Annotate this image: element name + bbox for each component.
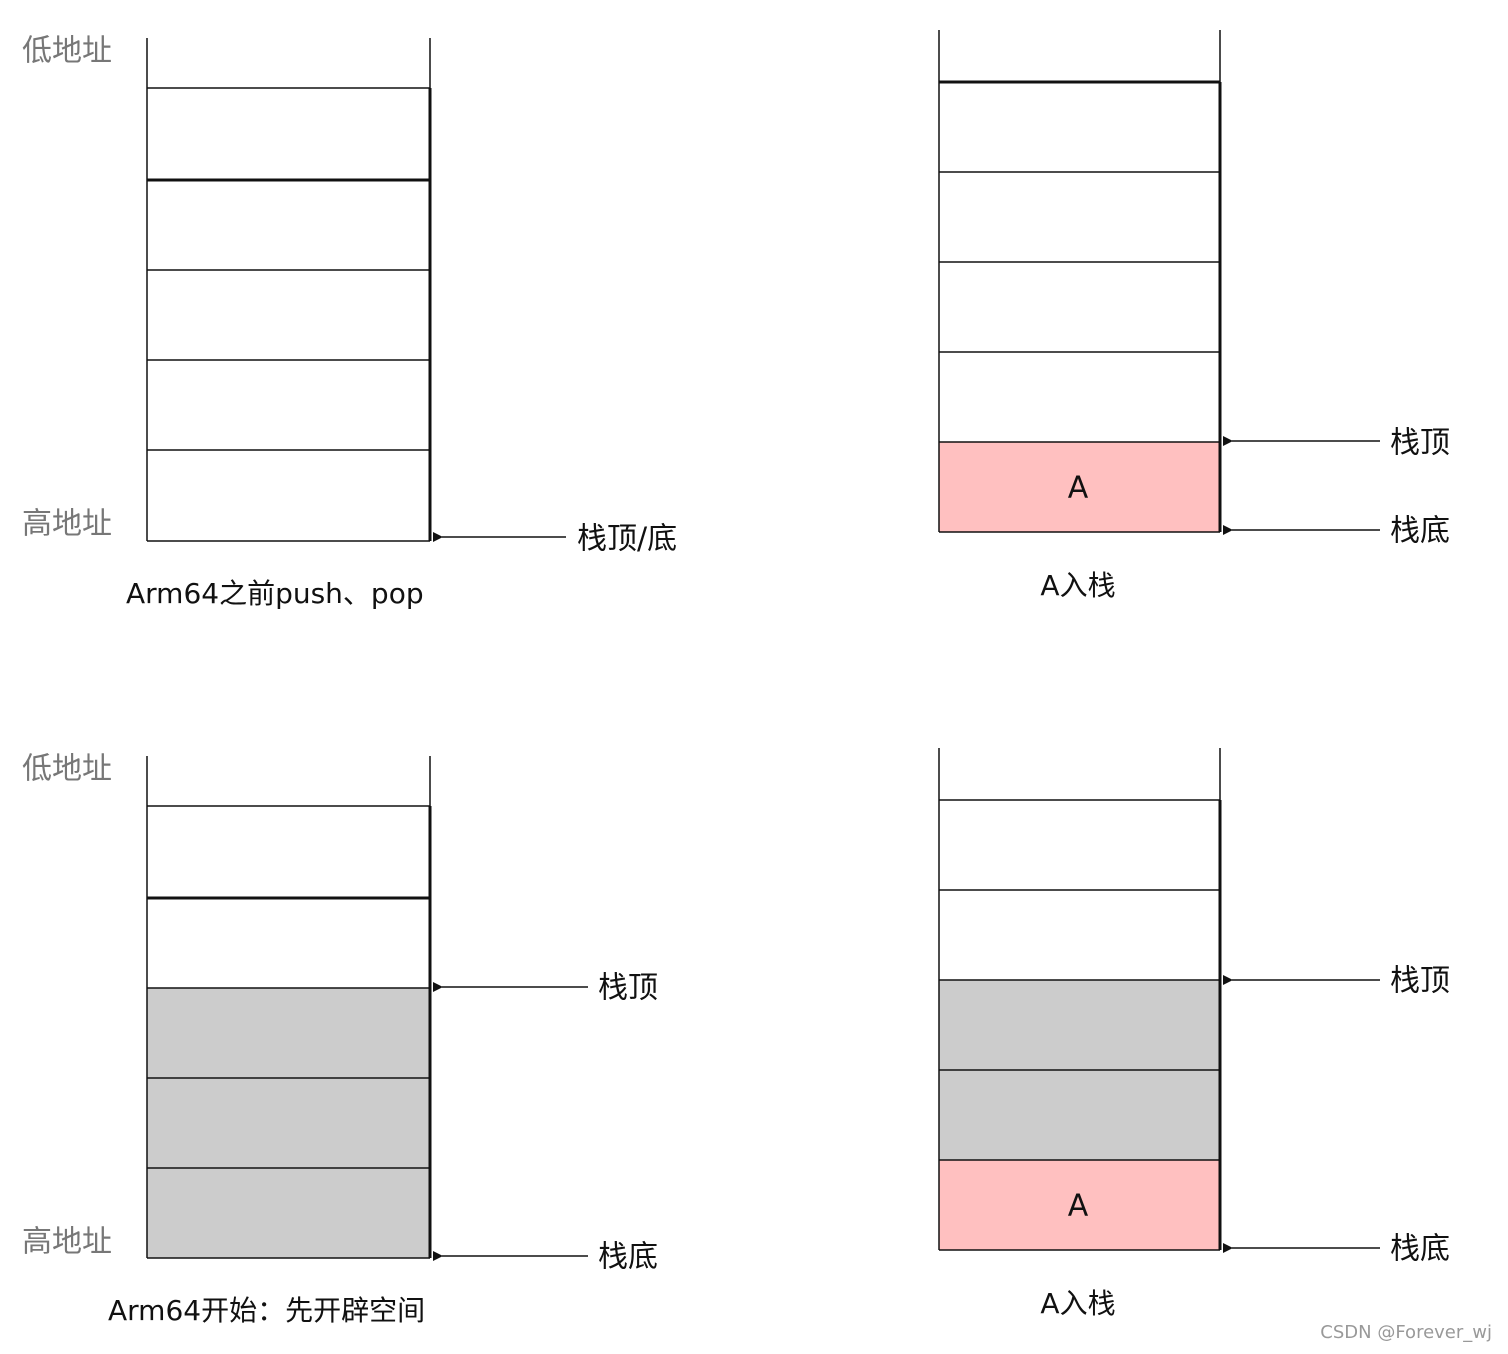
pointer-label: 栈顶 <box>1390 964 1450 999</box>
stack-panel: A 栈顶 栈底 A入栈 <box>938 748 1450 1320</box>
pointer-label: 栈顶 <box>598 971 658 1006</box>
pointer-label: 栈顶 <box>1390 426 1450 461</box>
caption: Arm64开始：先开辟空间 <box>108 1294 425 1327</box>
stack-panel: 低地址 高地址 栈顶/底 Arm64之前push、pop <box>22 34 677 611</box>
low-address: 低地址 <box>22 34 112 69</box>
pushed-cell <box>939 442 1220 532</box>
low-address: 低地址 <box>22 752 112 787</box>
stack-panel: A 栈顶 栈底 A入栈 <box>938 30 1450 602</box>
pointer-label: 栈底 <box>1390 1232 1450 1267</box>
pointer-label: 栈顶/底 <box>577 522 677 557</box>
caption: A入栈 <box>1040 1287 1115 1320</box>
watermark: CSDN @Forever_wj <box>1320 1322 1492 1343</box>
stack-panel: 低地址 高地址 栈顶 栈底 Arm64开始：先开辟空间 <box>22 752 658 1328</box>
high-address: 高地址 <box>22 1225 112 1260</box>
pushed-cell <box>939 1160 1220 1250</box>
cell-label: A <box>1068 471 1089 506</box>
pointer-label: 栈底 <box>1390 514 1450 549</box>
cell-label: A <box>1068 1189 1089 1224</box>
reserved-space <box>147 988 430 1258</box>
pointer-label: 栈底 <box>598 1240 658 1275</box>
caption: Arm64之前push、pop <box>126 577 424 610</box>
high-address: 高地址 <box>22 507 112 542</box>
caption: A入栈 <box>1040 569 1115 602</box>
